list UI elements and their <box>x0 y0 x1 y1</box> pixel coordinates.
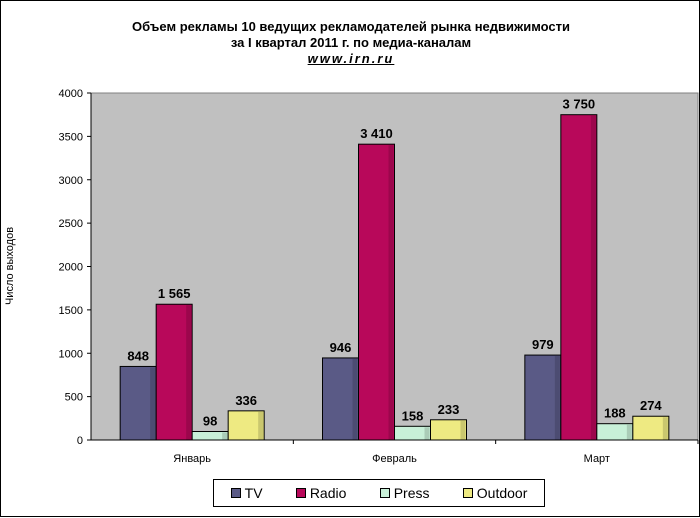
bar-shade <box>554 356 560 440</box>
y-tick-label: 3500 <box>59 131 83 143</box>
bar-shade <box>662 417 668 440</box>
data-label: 3 750 <box>563 97 596 112</box>
chart-subtitle: за I квартал 2011 г. по медиа-каналам <box>230 35 472 50</box>
bar-tv <box>322 357 359 441</box>
bar-radio <box>560 114 598 441</box>
bar-radio <box>155 303 193 441</box>
data-label: 98 <box>203 413 217 428</box>
x-tick-label: Март <box>584 453 610 465</box>
legend-label: Press <box>393 485 430 501</box>
legend-item-radio: Radio <box>295 485 347 501</box>
legend-swatch <box>379 488 390 498</box>
data-label: 1 565 <box>158 286 191 301</box>
legend-item-press: Press <box>379 485 430 501</box>
y-tick-label: 4000 <box>59 88 83 100</box>
y-tick-label: 2500 <box>59 218 83 230</box>
legend-item-tv: TV <box>230 485 263 501</box>
bar-shade <box>186 305 192 440</box>
legend-label: Outdoor <box>476 485 528 501</box>
y-tick-label: 2000 <box>59 262 83 274</box>
chart-source: www.irn.ru <box>307 51 395 66</box>
y-tick-label: 1000 <box>59 348 83 360</box>
y-axis-label: Число выходов <box>4 227 16 305</box>
bar-shade <box>258 411 264 440</box>
legend-item-outdoor: Outdoor <box>462 485 528 501</box>
y-tick-label: 500 <box>65 392 83 404</box>
x-tick-label: Январь <box>173 453 211 465</box>
bar-outdoor <box>430 419 467 441</box>
legend-swatch <box>295 488 306 498</box>
data-label: 274 <box>640 398 662 413</box>
data-label: 3 410 <box>360 126 393 141</box>
legend-swatch <box>230 488 241 498</box>
x-tick-label: Февраль <box>372 453 417 465</box>
bar-shade <box>424 427 430 440</box>
bar-shade <box>590 115 596 440</box>
chart-legend: TV Radio Press Outdoor <box>213 479 545 507</box>
bar-shade <box>222 432 228 440</box>
data-label: 158 <box>402 408 424 423</box>
chart-title: Объем рекламы 10 ведущих рекламодателей … <box>131 19 571 34</box>
data-label: 946 <box>330 340 352 355</box>
data-label: 848 <box>127 348 149 363</box>
legend-label: TV <box>244 485 263 501</box>
bar-shade <box>352 358 358 440</box>
legend-swatch <box>462 488 473 498</box>
bar-outdoor <box>227 410 265 441</box>
data-label: 233 <box>438 402 460 417</box>
data-label: 979 <box>532 337 554 352</box>
bar-shade <box>626 424 632 440</box>
y-tick-label: 3000 <box>59 175 83 187</box>
bar-outdoor <box>632 415 670 441</box>
y-tick-label: 1500 <box>59 305 83 317</box>
bar-shade <box>460 420 466 440</box>
y-tick-label: 0 <box>77 435 83 447</box>
data-label: 336 <box>235 393 257 408</box>
legend-label: Radio <box>309 485 347 501</box>
bar-radio <box>358 143 395 441</box>
bar-shade <box>388 145 394 440</box>
data-label: 188 <box>604 406 626 421</box>
bar-shade <box>150 367 156 440</box>
